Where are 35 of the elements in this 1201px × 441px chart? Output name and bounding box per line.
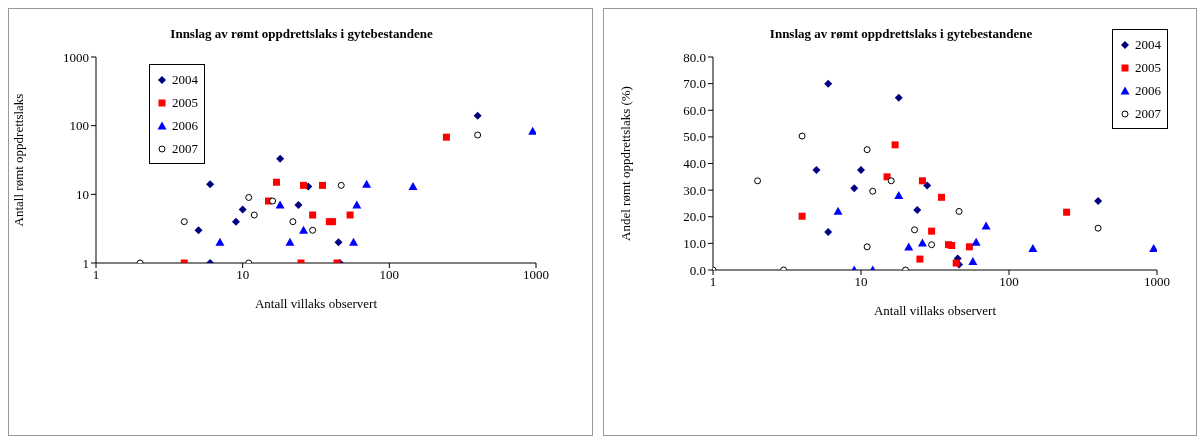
legend-label: 2005: [172, 94, 198, 111]
chart-title: Innslag av rømt oppdrettslaks i gytebestandene: [169, 26, 434, 42]
chart-title: Innslag av rømt oppdrettslaks i gytebestandene: [769, 26, 1033, 41]
y-axis-title: Antall rømt oppdrettslaks: [10, 93, 26, 227]
y-tick-label: 40.0: [683, 156, 706, 172]
x-axis-title: Antall villaks observert: [254, 296, 378, 311]
legend-label: 2006: [172, 117, 198, 134]
x-tick-label: 10: [854, 274, 868, 290]
y-tick-label: 0.0: [689, 262, 706, 278]
y-tick-label: 30.0: [683, 182, 706, 198]
y-tick-label: 20.0: [683, 209, 706, 225]
y-tick-label: 1000: [63, 49, 89, 65]
legend-label: 2006: [1135, 82, 1161, 99]
legend-label: 2005: [1135, 59, 1161, 76]
x-tick-label: 1: [92, 267, 100, 283]
y-tick-label: 50.0: [683, 129, 706, 145]
x-tick-label: 100: [999, 274, 1019, 290]
legend-label: 2007: [172, 140, 198, 157]
x-tick-label: 100: [379, 267, 400, 283]
y-tick-label: 1: [82, 255, 89, 271]
y-axis-title: Andel rømt oppdrettslaks (%): [617, 86, 633, 241]
legend-label: 2007: [1135, 105, 1161, 122]
y-tick-label: 10: [76, 186, 89, 202]
y-tick-label: 80.0: [683, 49, 706, 65]
x-tick-label: 1000: [523, 267, 549, 283]
x-axis-title: Antall villaks observert: [873, 303, 997, 318]
x-tick-label: 1: [709, 274, 717, 290]
x-tick-label: 10: [236, 267, 250, 283]
y-tick-label: 100: [69, 118, 89, 134]
legend-label: 2004: [1135, 36, 1161, 53]
y-tick-label: 70.0: [683, 76, 706, 92]
x-tick-label: 1000: [1144, 274, 1170, 290]
y-tick-label: 60.0: [683, 102, 706, 118]
y-tick-label: 10.0: [683, 235, 706, 251]
legend-label: 2004: [172, 71, 198, 88]
